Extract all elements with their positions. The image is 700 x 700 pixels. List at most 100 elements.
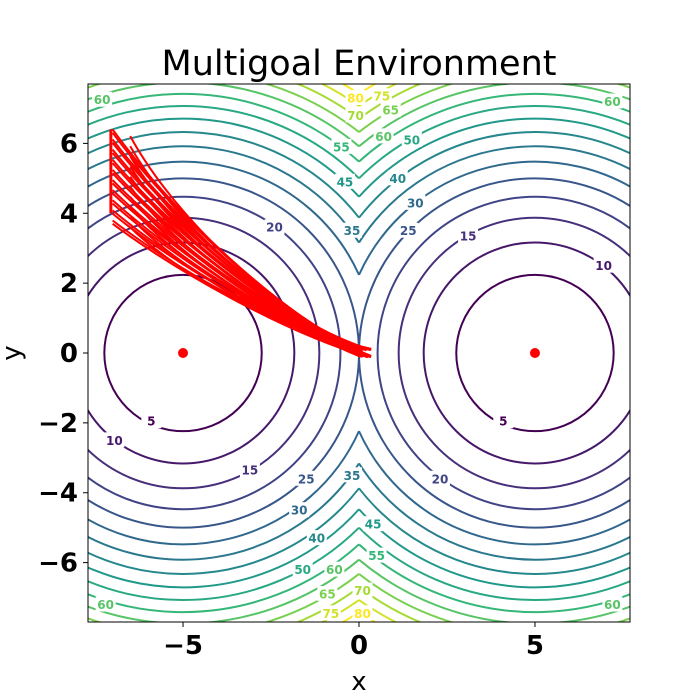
contour-line: [103, 273, 263, 433]
contour-label-bg: [371, 88, 392, 104]
contour-label-bg: [602, 596, 623, 612]
contour-label-bg: [593, 257, 614, 273]
contour-label: 50: [294, 563, 311, 577]
contour-label: 5: [147, 415, 155, 429]
contour-label: 65: [319, 588, 336, 602]
contour-label-bg: [398, 222, 419, 238]
contour-label-bg: [334, 173, 355, 189]
contour-label-bg: [341, 222, 362, 238]
y-tick-label: −6: [38, 549, 78, 579]
contour-label: 60: [94, 93, 111, 107]
contour-label-bg: [602, 93, 623, 109]
contour-line: [358, 104, 630, 602]
contour-label-bg: [239, 462, 260, 478]
contour-label: 60: [375, 130, 392, 144]
contour-label-bg: [306, 530, 327, 546]
contour-layer: 5 10 15 20 25 30 35 35 40 45 45 50 55 55 60 60 60 65 70 70 7…: [88, 84, 630, 622]
contour-label: 45: [337, 175, 354, 189]
contour-line: [88, 160, 360, 546]
contour-line: [397, 216, 630, 490]
contour-label: 20: [266, 221, 283, 235]
contour-label: 55: [333, 140, 350, 154]
contour-label-bg: [352, 605, 373, 621]
contour-line: [376, 195, 630, 511]
x-tick-label: −5: [163, 631, 203, 661]
trajectory-layer: [109, 128, 372, 359]
contour-line: [88, 117, 360, 589]
goal-marker: [178, 348, 189, 358]
contour-label-bg: [95, 596, 116, 612]
contour-label: 65: [382, 104, 399, 118]
contour-label-bg: [92, 91, 113, 107]
y-tick-label: −2: [38, 409, 78, 439]
y-tick-label: 0: [60, 339, 78, 369]
contour-label: 45: [365, 518, 382, 532]
contour-line: [88, 145, 360, 561]
contour-label: 55: [368, 549, 385, 563]
contour-line: [358, 92, 630, 614]
contour-label: 20: [432, 472, 449, 486]
x-tick-label: 5: [526, 631, 544, 661]
contour-line: [88, 104, 360, 602]
contour-label: 30: [291, 504, 308, 518]
contour-label-bg: [324, 561, 345, 577]
contour-label-bg: [264, 219, 285, 235]
chart-title: Multigoal Environment: [162, 44, 557, 84]
contour-label: 60: [97, 598, 114, 612]
contour-line: [88, 131, 360, 575]
contour-label: 35: [344, 224, 361, 238]
contour-label: 70: [354, 584, 371, 598]
contour-label: 80: [354, 607, 371, 621]
contour-line: [358, 145, 630, 561]
trajectory-line: [111, 182, 363, 358]
trajectory-line: [111, 128, 365, 356]
contour-label-bg: [373, 128, 394, 144]
contour-label-bg: [363, 516, 384, 532]
x-axis: −5 0 5: [163, 622, 544, 661]
y-tick-label: 4: [60, 199, 78, 229]
contour-label-bg: [141, 413, 162, 429]
contour-label-bg: [289, 502, 310, 518]
contour-label: 40: [308, 532, 325, 546]
contour-label: 60: [604, 598, 621, 612]
contour-label-bg: [320, 605, 341, 621]
contour-label: 5: [499, 415, 507, 429]
contour-line: [88, 92, 360, 614]
contour-label-bg: [429, 470, 450, 486]
contour-label-bg: [352, 582, 373, 598]
x-tick-label: 0: [350, 631, 368, 661]
contour-label-bg: [493, 413, 514, 429]
goal-marker: [529, 348, 540, 358]
contour-label-bg: [317, 586, 338, 602]
y-tick-label: 2: [60, 269, 78, 299]
contour-line: [358, 160, 630, 546]
x-axis-title: x: [351, 667, 366, 697]
contour-line: [455, 273, 615, 433]
contour-label: 40: [389, 172, 406, 186]
contour-label: 15: [460, 229, 477, 243]
contour-line: [88, 195, 342, 511]
contour-label-bg: [387, 170, 408, 186]
contour-label-bg: [380, 102, 401, 118]
contour-label-bg: [341, 467, 362, 483]
contour-label: 10: [595, 259, 612, 273]
contour-label: 25: [400, 224, 417, 238]
goal-layer: [178, 348, 540, 358]
contour-label: 35: [344, 469, 361, 483]
contour-label: 25: [298, 472, 315, 486]
contour-label: 80: [347, 91, 364, 105]
contour-label-bg: [401, 131, 422, 147]
contour-line: [422, 241, 630, 465]
y-tick-label: −4: [38, 479, 78, 509]
contour-label-bg: [296, 470, 317, 486]
contour-line: [358, 131, 630, 575]
contour-label: 60: [326, 563, 343, 577]
y-axis-title: y: [0, 345, 27, 360]
contour-label-bg: [366, 547, 387, 563]
contour-label-bg: [331, 138, 352, 154]
contour-label-bg: [458, 227, 479, 243]
contour-label: 30: [407, 196, 424, 210]
contour-label: 15: [242, 464, 259, 478]
contour-label: 50: [403, 133, 420, 147]
